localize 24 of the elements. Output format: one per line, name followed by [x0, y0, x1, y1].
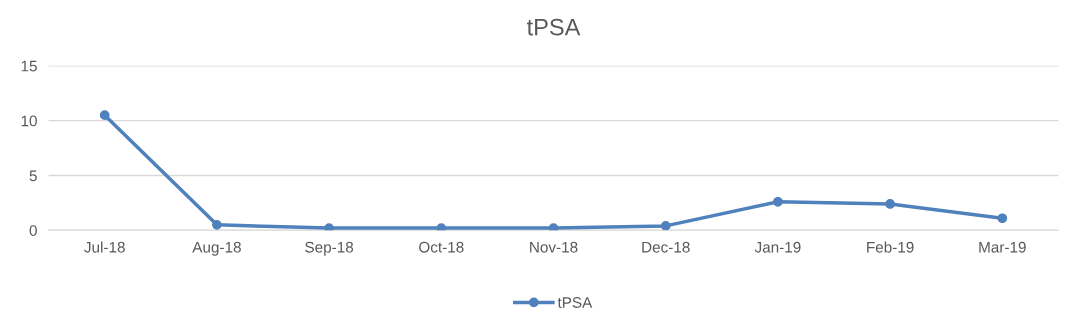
x-tick-label: Jul-18 [84, 241, 125, 253]
y-tick-label: 10 [21, 115, 37, 127]
x-tick-label: Jan-19 [754, 241, 801, 253]
x-tick-label: Feb-19 [867, 241, 914, 253]
point [436, 223, 447, 231]
point [212, 219, 222, 230]
chart-title: tPSA [526, 18, 581, 36]
x-tick-label: Aug-18 [192, 241, 241, 256]
point [885, 199, 895, 209]
point [773, 196, 783, 207]
point [660, 221, 671, 231]
point [997, 213, 1008, 224]
y-tick-label: 0 [29, 225, 37, 236]
point [324, 223, 334, 231]
legend-label: tPSA [557, 297, 593, 308]
x-tick-label: Sep-18 [305, 241, 354, 256]
point [548, 223, 559, 231]
x-tick-label: Nov-18 [530, 241, 578, 253]
x-tick-label: Dec-18 [642, 241, 690, 253]
point [99, 110, 110, 121]
x-tick-label: Mar-19 [979, 241, 1026, 253]
x-tick-label: Oct-18 [419, 241, 464, 253]
y-tick-label: 15 [21, 60, 37, 72]
y-tick-label: 5 [29, 170, 37, 182]
